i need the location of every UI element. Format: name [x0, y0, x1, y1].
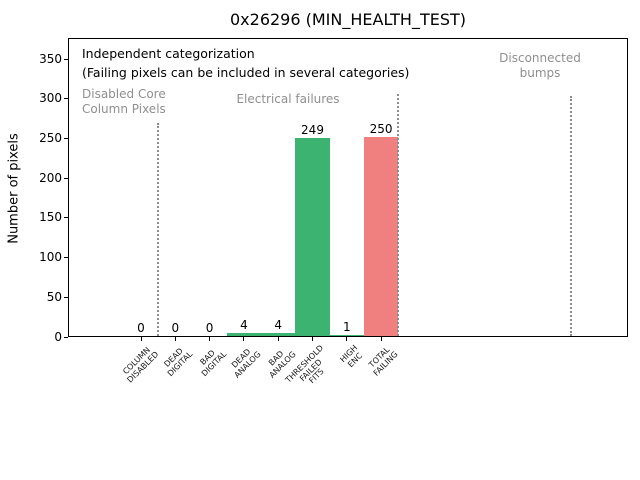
- chart-title: 0x26296 (MIN_HEALTH_TEST): [229, 10, 467, 29]
- annotation-independent-categorization: Independent categorization: [82, 46, 255, 61]
- x-tick-label-total-failing: TOTAL FAILING: [367, 345, 400, 378]
- bar-value-label-bad-digital: 0: [205, 321, 214, 335]
- x-tick: [174, 337, 176, 341]
- x-tick: [277, 337, 279, 341]
- x-tick: [312, 337, 313, 341]
- separator-line: [570, 96, 573, 336]
- y-tick: [64, 177, 68, 179]
- bar-bad-analog: [261, 332, 296, 336]
- x-tick: [346, 337, 348, 341]
- section-label-disconnected-bumps: Disconnected bumps: [499, 51, 581, 80]
- bar-value-label-bad-analog: 4: [274, 317, 282, 332]
- bar-value-label-total-failing: 250: [369, 122, 393, 137]
- y-tick: [64, 296, 68, 298]
- section-label-electrical-failures: Electrical failures: [236, 92, 340, 106]
- plot-area: [68, 38, 628, 337]
- y-tick-label: 150: [39, 210, 62, 225]
- section-label-disabled-core-column-pixels: Disabled Core Column Pixels: [82, 87, 166, 116]
- y-tick: [64, 98, 68, 100]
- y-tick-label: 300: [39, 91, 62, 106]
- x-tick: [243, 337, 245, 341]
- separator-line: [157, 123, 160, 336]
- bar-total-failing: [363, 137, 399, 336]
- bar-value-label-threshold-failed-fits: 249: [301, 123, 324, 138]
- y-tick: [64, 137, 68, 139]
- x-tick-label-high-enc: HIGH ENC: [338, 343, 365, 369]
- bar-dead-analog: [226, 332, 262, 336]
- annotation-failing-pixels-note: (Failing pixels can be included in sever…: [82, 65, 410, 80]
- y-tick-label: 350: [39, 51, 62, 66]
- bar-high-enc: [329, 335, 364, 336]
- x-tick-label-dead-analog: DEAD ANALOG: [230, 347, 263, 380]
- y-tick: [64, 257, 68, 259]
- y-tick: [64, 217, 68, 219]
- bar-value-label-column-disabled: 0: [137, 321, 145, 335]
- y-tick-label: 200: [39, 170, 62, 185]
- separator-line: [397, 94, 400, 336]
- bar-value-label-dead-digital: 0: [171, 321, 180, 335]
- y-tick-label: 0: [54, 329, 62, 344]
- bar-value-label-dead-analog: 4: [240, 317, 248, 332]
- x-tick-label-bad-digital: BAD DIGITAL: [198, 348, 229, 378]
- x-tick-label-dead-digital: DEAD DIGITAL: [162, 346, 194, 378]
- x-tick: [140, 337, 142, 341]
- y-tick: [64, 58, 68, 60]
- bar-value-label-high-enc: 1: [342, 320, 351, 335]
- y-tick-label: 50: [46, 289, 62, 304]
- x-tick: [380, 337, 382, 341]
- x-tick: [209, 337, 211, 341]
- y-tick-label: 250: [39, 130, 62, 145]
- y-tick: [64, 336, 68, 338]
- bar-threshold-failed-fits: [295, 138, 330, 336]
- y-tick-label: 100: [39, 250, 62, 265]
- x-tick-label-column-disabled: COLUMN DISABLED: [120, 345, 160, 385]
